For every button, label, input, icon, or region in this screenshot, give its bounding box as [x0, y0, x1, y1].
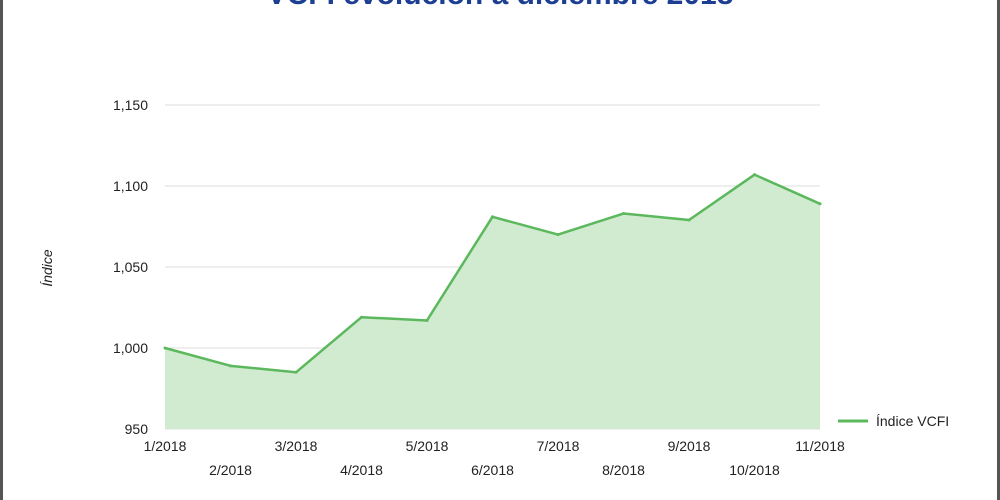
- area-fill: [165, 174, 820, 429]
- x-tick-label: 5/2018: [406, 438, 449, 454]
- data-point: [622, 212, 625, 216]
- area-series: [163, 173, 822, 429]
- y-tick-label: 1,000: [113, 340, 148, 356]
- x-axis-ticks: 1/2018 2/2018 3/2018 4/2018 5/2018 6/2018 7/20…: [144, 438, 845, 478]
- data-point: [229, 364, 232, 368]
- data-point: [360, 315, 363, 319]
- legend-label: Índice VCFI: [876, 413, 949, 429]
- x-tick-label: 2/2018: [209, 462, 252, 478]
- data-point: [425, 318, 429, 322]
- y-tick-label: 950: [125, 421, 149, 437]
- data-point: [556, 233, 560, 237]
- x-tick-label: 11/2018: [795, 438, 845, 454]
- y-axis-ticks: 950 1,000 1,050 1,100 1,150: [113, 97, 148, 437]
- data-point: [687, 218, 691, 222]
- x-tick-label: 6/2018: [471, 462, 514, 478]
- data-point: [818, 202, 822, 206]
- data-point: [294, 370, 298, 374]
- x-tick-label: 4/2018: [340, 462, 383, 478]
- x-tick-label: 3/2018: [275, 438, 318, 454]
- legend: Índice VCFI: [838, 413, 949, 429]
- y-tick-label: 1,150: [113, 97, 148, 113]
- x-tick-label: 9/2018: [668, 438, 711, 454]
- data-point: [753, 173, 756, 177]
- y-axis-label: Índice: [39, 249, 55, 287]
- chart-title: VCFI evolución a diciembre 2018: [0, 0, 1000, 12]
- y-tick-label: 1,100: [113, 178, 148, 194]
- x-tick-label: 7/2018: [537, 438, 580, 454]
- x-tick-label: 8/2018: [602, 462, 645, 478]
- y-tick-label: 1,050: [113, 259, 148, 275]
- x-tick-label: 10/2018: [729, 462, 780, 478]
- data-point: [163, 346, 167, 350]
- x-tick-label: 1/2018: [144, 438, 187, 454]
- data-point: [491, 215, 494, 219]
